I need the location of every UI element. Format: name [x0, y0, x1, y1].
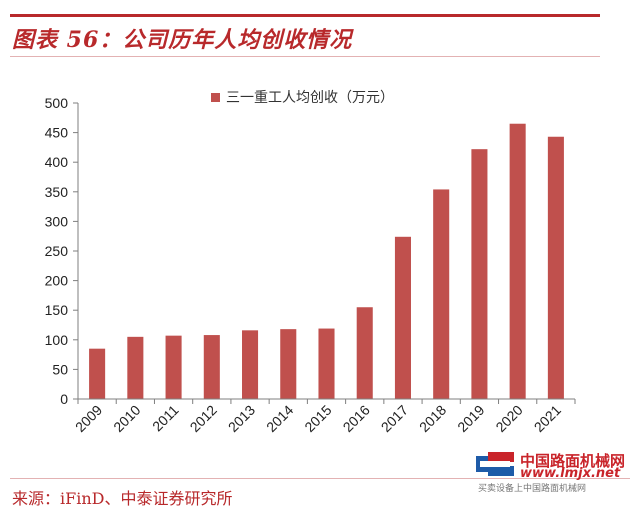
x-tick-label: 2021	[531, 402, 564, 435]
bar-2016	[356, 307, 373, 399]
y-tick-label: 400	[45, 154, 69, 170]
y-axis: 0 50 100 150 200 250 300 350 400 450 500	[45, 95, 79, 407]
bar-2014	[280, 329, 297, 399]
x-tick-label: 2014	[263, 402, 296, 435]
legend-label: 三一重工人均创收（万元）	[226, 90, 394, 106]
title-top-rule	[10, 14, 600, 17]
x-tick-label: 2011	[149, 402, 182, 435]
x-tick-label: 2012	[187, 402, 220, 435]
watermark-subtitle: 买卖设备上中国路面机械网	[478, 484, 587, 494]
y-tick-label: 350	[45, 184, 69, 200]
x-axis: 2009 2010 2011 2012 2013 2014 2015 2016 2017 2018…	[72, 398, 576, 435]
y-tick-label: 0	[60, 391, 68, 407]
bar-2020	[509, 123, 526, 399]
bar-2012	[203, 335, 220, 399]
x-tick-label: 2020	[492, 402, 525, 435]
x-tick-label: 2019	[454, 402, 487, 435]
watermark-logo-icon	[476, 452, 514, 476]
y-tick-label: 200	[45, 273, 69, 289]
bar-2015	[318, 328, 335, 399]
y-tick-label: 450	[45, 125, 69, 141]
bar-2021	[547, 136, 564, 399]
x-tick-label: 2018	[416, 402, 449, 435]
chart-legend: 三一重工人均创收（万元）	[211, 90, 394, 106]
y-tick-label: 100	[45, 332, 69, 348]
source-rule	[10, 478, 630, 479]
x-tick-label: 2017	[378, 402, 411, 435]
bar-2011	[165, 335, 182, 399]
watermark-url: www.lmjx.net	[520, 466, 621, 481]
bar-2013	[242, 330, 259, 399]
legend-swatch	[211, 93, 220, 102]
bar-2017	[394, 236, 411, 399]
x-tick-label: 2013	[225, 402, 258, 435]
source-note: 来源：iFinD、中泰证券研究所	[12, 489, 233, 508]
x-tick-label: 2010	[110, 402, 143, 435]
title-bottom-rule	[10, 56, 600, 57]
bar-2010	[127, 336, 144, 399]
y-tick-label: 50	[52, 361, 68, 377]
bar-2009	[89, 348, 106, 399]
bars-group	[89, 123, 564, 399]
bar-2018	[433, 189, 450, 399]
bar-chart: 三一重工人均创收（万元） 0 50 100 150 200 250 300 350 400 450…	[45, 90, 576, 435]
bar-2019	[471, 149, 488, 399]
x-tick-label: 2015	[301, 402, 334, 435]
watermark: 中国路面机械网 www.lmjx.net 买卖设备上中国路面机械网	[476, 450, 641, 494]
x-tick-label: 2009	[72, 402, 105, 435]
figure-title: 图表 56：公司历年人均创收情况	[12, 27, 353, 53]
watermark-title: 中国路面机械网	[520, 452, 626, 470]
x-tick-label: 2016	[340, 402, 373, 435]
y-tick-label: 150	[45, 302, 69, 318]
y-tick-label: 500	[45, 95, 69, 111]
y-tick-label: 250	[45, 243, 69, 259]
y-tick-label: 300	[45, 213, 69, 229]
